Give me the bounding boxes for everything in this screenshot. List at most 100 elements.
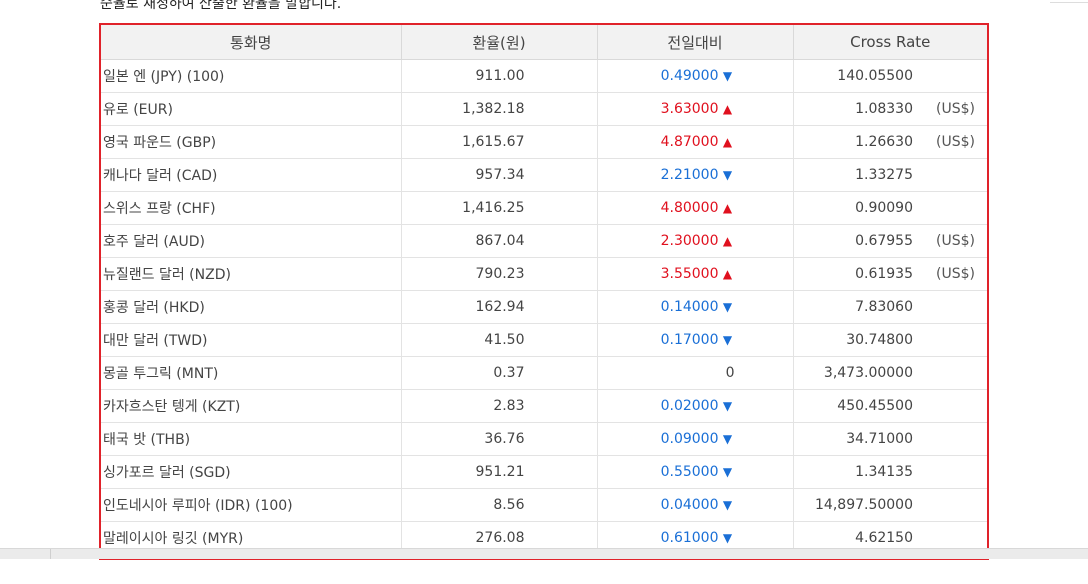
- triangle-down-icon: ▼: [722, 498, 733, 512]
- exchange-rate-value: 867.04: [401, 224, 598, 258]
- currency-name: 유로 (EUR): [101, 92, 402, 126]
- change-cell: 2.30000 ▲: [597, 224, 794, 258]
- cross-rate-unit: (US$): [936, 266, 975, 282]
- cross-rate-value: 30.74800: [846, 332, 913, 348]
- change-value: 0.14000: [660, 299, 719, 315]
- exchange-rate-value: 2.83: [401, 389, 598, 423]
- cross-rate-value: 1.34135: [855, 464, 913, 480]
- change-cell: 3.63000 ▲: [597, 92, 794, 126]
- currency-name: 홍콩 달러 (HKD): [101, 290, 402, 324]
- cross-rate-cell: 450.45500: [793, 389, 987, 423]
- triangle-down-icon: ▼: [722, 333, 733, 347]
- change-cell: 4.87000 ▲: [597, 125, 794, 159]
- triangle-up-icon: ▲: [722, 201, 733, 215]
- change-value: 0.09000: [660, 431, 719, 447]
- exchange-rate-value: 8.56: [401, 488, 598, 522]
- change-cell: 0.09000 ▼: [597, 422, 794, 456]
- table-row: 홍콩 달러 (HKD) 162.94 0.14000 ▼ 7.83060: [101, 290, 987, 324]
- table-row: 영국 파운드 (GBP) 1,615.67 4.87000 ▲ 1.26630 (US$): [101, 125, 987, 159]
- change-value: 0.49000: [660, 68, 719, 84]
- cross-rate-unit: (US$): [936, 101, 975, 117]
- currency-name: 카자흐스탄 텡게 (KZT): [101, 389, 402, 423]
- cross-rate-cell: 7.83060: [793, 290, 987, 324]
- cross-rate-cell: 1.26630 (US$): [793, 125, 987, 159]
- change-cell: 0.49000 ▼: [597, 59, 794, 93]
- exchange-rate-value: 790.23: [401, 257, 598, 291]
- change-value: 0: [725, 365, 735, 381]
- change-cell: 0.04000 ▼: [597, 488, 794, 522]
- change-cell: 0: [597, 356, 794, 390]
- change-value: 0.55000: [660, 464, 719, 480]
- cross-rate-cell: 0.61935 (US$): [793, 257, 987, 291]
- exchange-rate-value: 41.50: [401, 323, 598, 357]
- change-cell: 0.14000 ▼: [597, 290, 794, 324]
- exchange-rate-value: 1,615.67: [401, 125, 598, 159]
- table-row: 태국 밧 (THB) 36.76 0.09000 ▼ 34.71000: [101, 422, 987, 456]
- exchange-rate-value: 0.37: [401, 356, 598, 390]
- triangle-down-icon: ▼: [722, 531, 733, 545]
- change-cell: 0.55000 ▼: [597, 455, 794, 489]
- currency-name: 뉴질랜드 달러 (NZD): [101, 257, 402, 291]
- currency-name: 영국 파운드 (GBP): [101, 125, 402, 159]
- cross-rate-cell: 34.71000: [793, 422, 987, 456]
- change-value: 4.87000: [660, 134, 719, 150]
- table-row: 뉴질랜드 달러 (NZD) 790.23 3.55000 ▲ 0.61935 (US$): [101, 257, 987, 291]
- header-cross-rate: Cross Rate: [793, 25, 987, 60]
- exchange-rate-value: 957.34: [401, 158, 598, 192]
- change-value: 0.04000: [660, 497, 719, 513]
- change-cell: 0.02000 ▼: [597, 389, 794, 423]
- change-cell: 4.80000 ▲: [597, 191, 794, 225]
- triangle-down-icon: ▼: [722, 300, 733, 314]
- exchange-rate-table-container: 통화명 환율(원) 전일대비 Cross Rate 일본 엔 (JPY) (10…: [99, 23, 989, 560]
- divider: [1050, 2, 1088, 3]
- table-row: 스위스 프랑 (CHF) 1,416.25 4.80000 ▲ 0.90090: [101, 191, 987, 225]
- scrollbar-divider: [50, 549, 51, 559]
- currency-name: 태국 밧 (THB): [101, 422, 402, 456]
- currency-name: 일본 엔 (JPY) (100): [101, 59, 402, 93]
- cross-rate-unit: (US$): [936, 233, 975, 249]
- intro-text: 순율로 재정하여 산출한 환율을 말합니다.: [100, 0, 342, 12]
- triangle-down-icon: ▼: [722, 465, 733, 479]
- triangle-up-icon: ▲: [722, 234, 733, 248]
- triangle-up-icon: ▲: [722, 102, 733, 116]
- cross-rate-cell: 1.34135: [793, 455, 987, 489]
- cross-rate-cell: 30.74800: [793, 323, 987, 357]
- cross-rate-cell: 1.08330 (US$): [793, 92, 987, 126]
- currency-name: 캐나다 달러 (CAD): [101, 158, 402, 192]
- triangle-down-icon: ▼: [722, 168, 733, 182]
- change-value: 2.21000: [660, 167, 719, 183]
- cross-rate-value: 3,473.00000: [823, 365, 913, 381]
- header-currency-name: 통화명: [101, 25, 402, 60]
- exchange-rate-value: 162.94: [401, 290, 598, 324]
- currency-name: 몽골 투그릭 (MNT): [101, 356, 402, 390]
- cross-rate-value: 1.08330: [855, 101, 913, 117]
- table-row: 대만 달러 (TWD) 41.50 0.17000 ▼ 30.74800: [101, 323, 987, 357]
- triangle-up-icon: ▲: [722, 135, 733, 149]
- cross-rate-cell: 0.67955 (US$): [793, 224, 987, 258]
- cross-rate-cell: 14,897.50000: [793, 488, 987, 522]
- exchange-rate-value: 951.21: [401, 455, 598, 489]
- change-value: 2.30000: [660, 233, 719, 249]
- cross-rate-cell: 1.33275: [793, 158, 987, 192]
- cross-rate-value: 0.61935: [855, 266, 913, 282]
- exchange-rate-value: 1,382.18: [401, 92, 598, 126]
- cross-rate-cell: 3,473.00000: [793, 356, 987, 390]
- table-row: 일본 엔 (JPY) (100) 911.00 0.49000 ▼ 140.05500: [101, 59, 987, 93]
- cross-rate-value: 34.71000: [846, 431, 913, 447]
- horizontal-scrollbar[interactable]: [0, 548, 1088, 559]
- header-change: 전일대비: [597, 25, 794, 60]
- change-cell: 0.17000 ▼: [597, 323, 794, 357]
- cross-rate-value: 7.83060: [855, 299, 913, 315]
- table-row: 캐나다 달러 (CAD) 957.34 2.21000 ▼ 1.33275: [101, 158, 987, 192]
- change-value: 0.02000: [660, 398, 719, 414]
- table-row: 유로 (EUR) 1,382.18 3.63000 ▲ 1.08330 (US$): [101, 92, 987, 126]
- currency-name: 호주 달러 (AUD): [101, 224, 402, 258]
- cross-rate-value: 1.33275: [855, 167, 913, 183]
- cross-rate-value: 140.05500: [837, 68, 913, 84]
- triangle-down-icon: ▼: [722, 432, 733, 446]
- table-row: 몽골 투그릭 (MNT) 0.37 0 3,473.00000: [101, 356, 987, 390]
- exchange-rate-value: 911.00: [401, 59, 598, 93]
- triangle-down-icon: ▼: [722, 399, 733, 413]
- cross-rate-value: 4.62150: [855, 530, 913, 546]
- currency-name: 인도네시아 루피아 (IDR) (100): [101, 488, 402, 522]
